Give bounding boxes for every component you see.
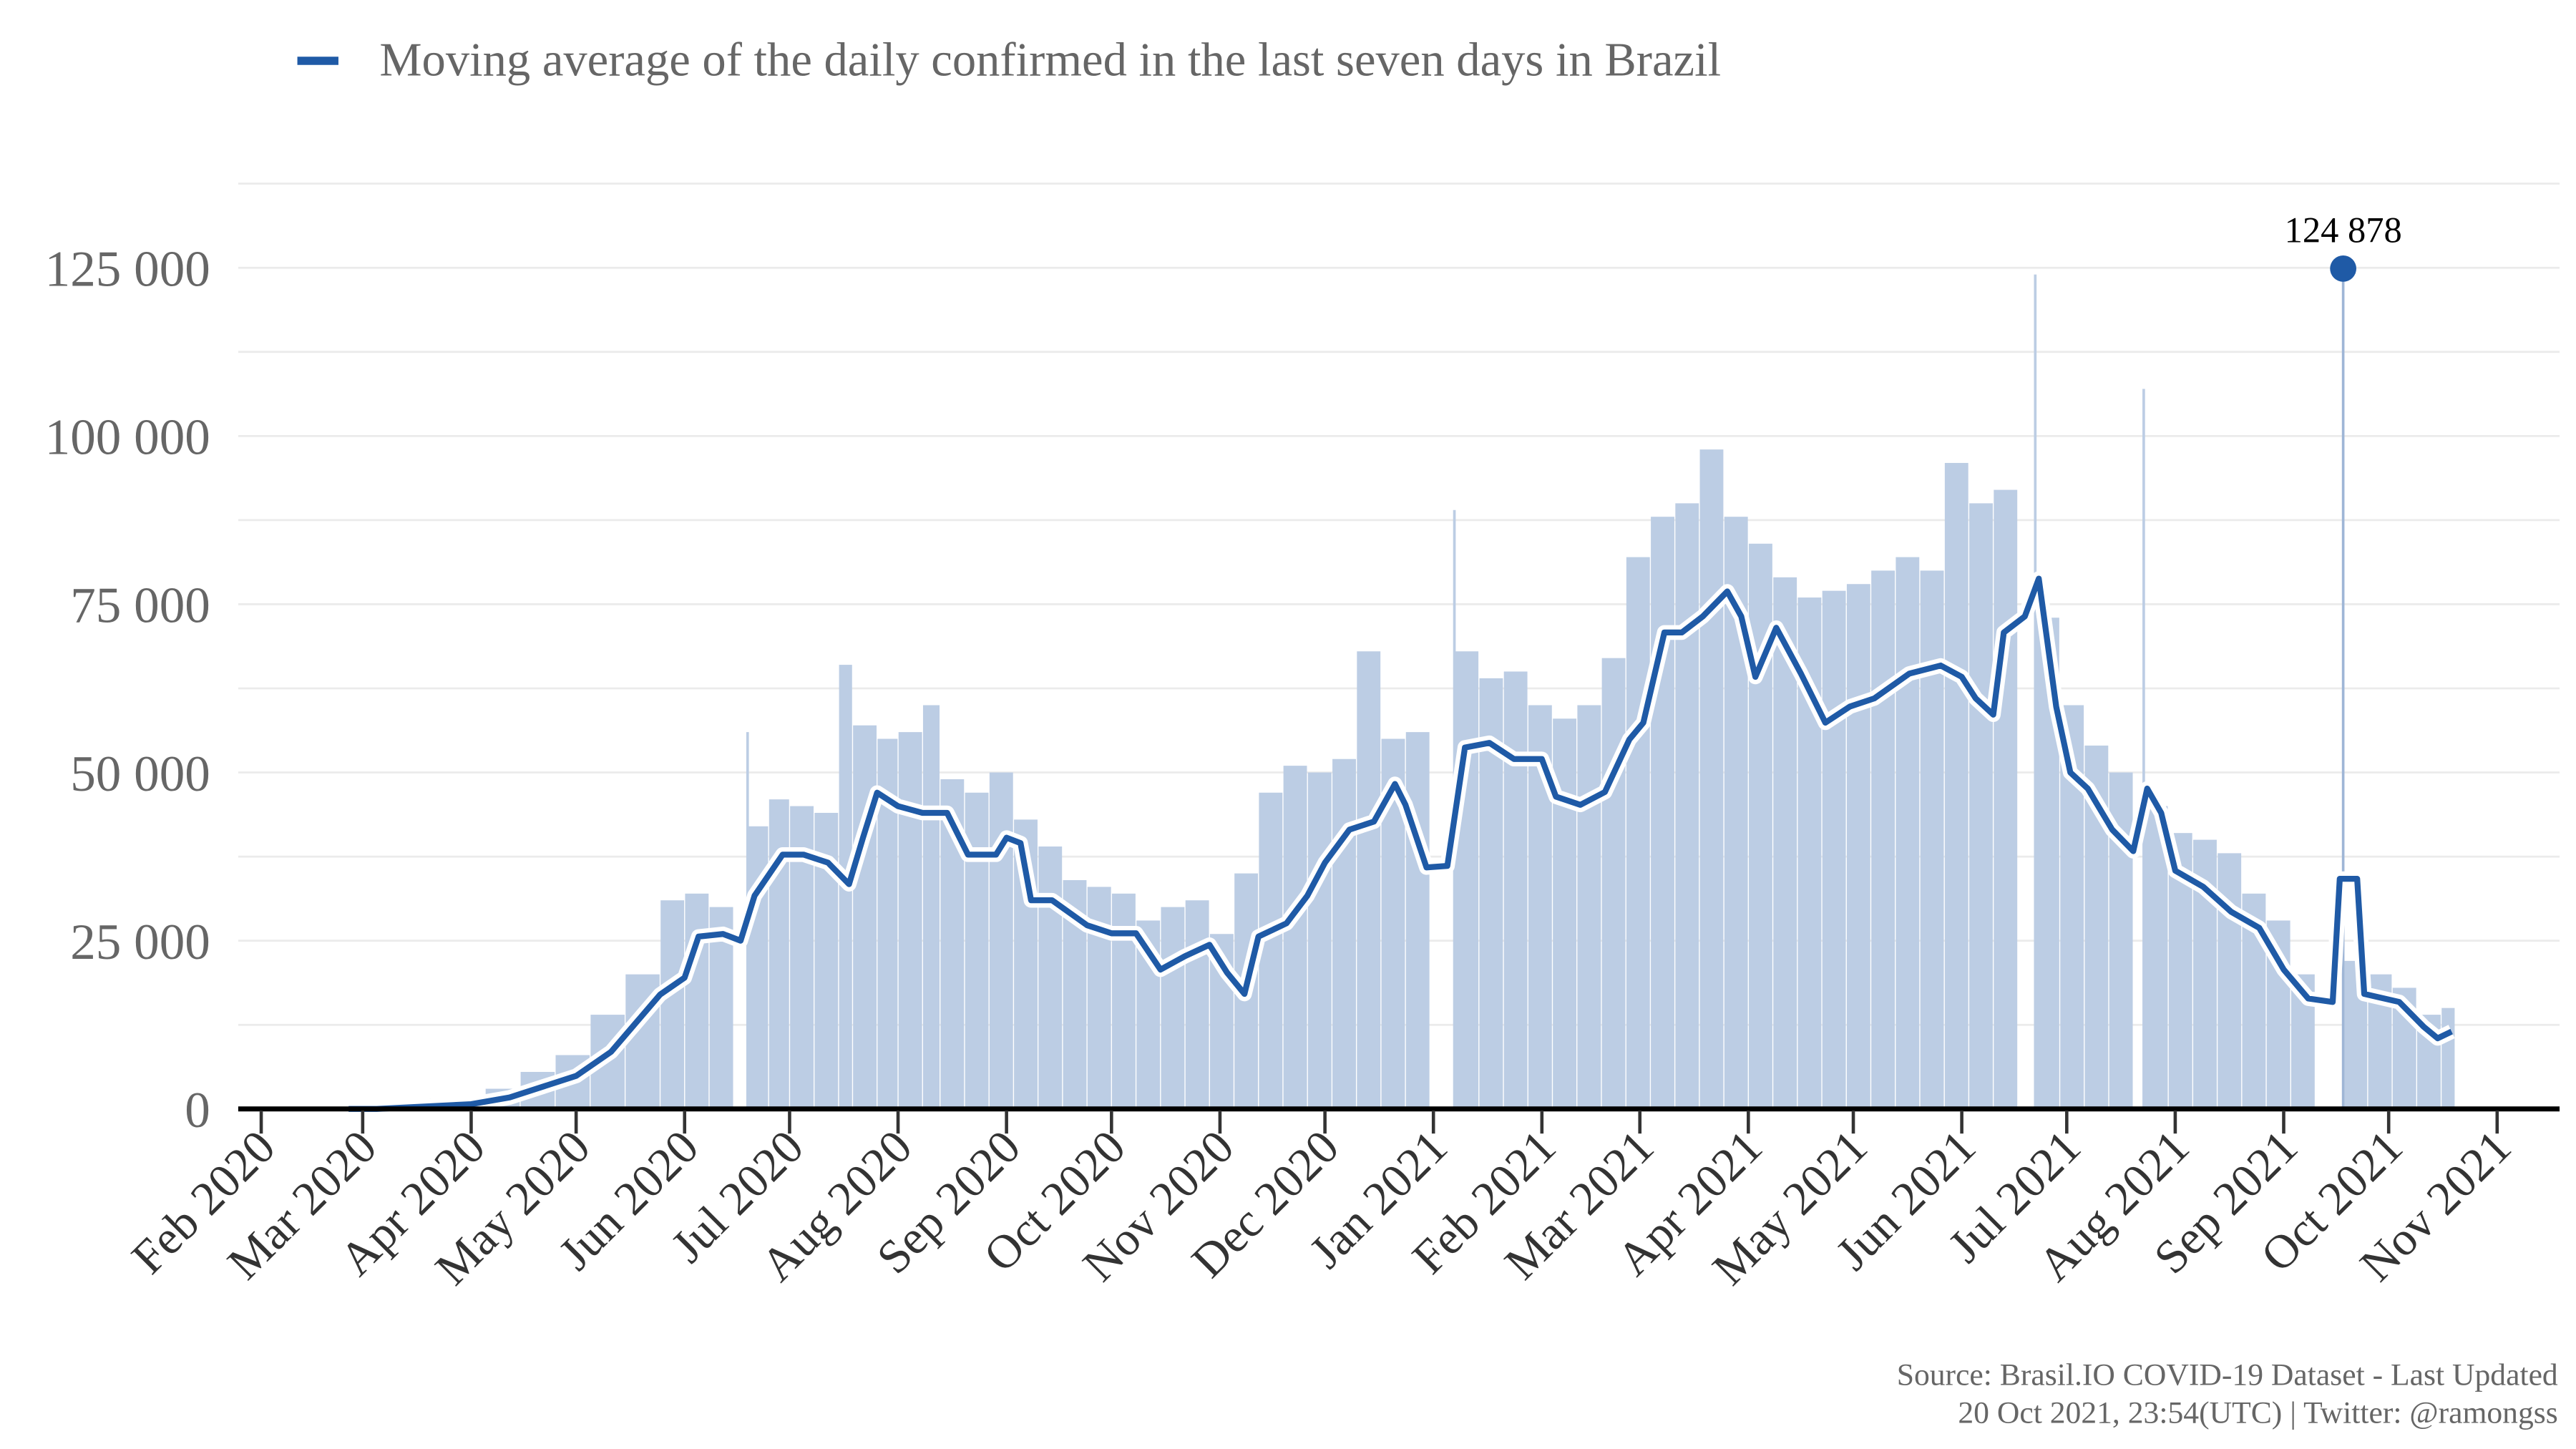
daily-bar bbox=[1112, 893, 1136, 1109]
daily-bar bbox=[1161, 907, 1185, 1109]
daily-bar bbox=[853, 725, 877, 1109]
daily-bar bbox=[1307, 772, 1332, 1109]
source-caption-line1: Source: Brasil.IO COVID-19 Dataset - Las… bbox=[1897, 1357, 2558, 1392]
legend-label: Moving average of the daily confirmed in… bbox=[379, 34, 1721, 87]
daily-bar bbox=[685, 893, 709, 1109]
y-tick-label: 25 000 bbox=[70, 914, 210, 970]
y-tick-label: 75 000 bbox=[70, 578, 210, 634]
daily-bar bbox=[1871, 570, 1896, 1109]
daily-bar bbox=[1185, 900, 1209, 1109]
daily-bar bbox=[922, 705, 940, 1109]
daily-bar bbox=[1601, 658, 1626, 1109]
y-tick-label: 100 000 bbox=[45, 410, 210, 466]
daily-bar bbox=[1332, 758, 1356, 1109]
daily-bar bbox=[1944, 462, 1968, 1109]
daily-bar bbox=[1283, 766, 1307, 1109]
daily-bar bbox=[769, 799, 789, 1109]
daily-bar bbox=[2218, 853, 2242, 1109]
daily-bar bbox=[660, 900, 685, 1109]
gridlines bbox=[238, 182, 2560, 1026]
daily-bar bbox=[1675, 503, 1699, 1109]
daily-bar bbox=[1626, 557, 1650, 1109]
daily-bar bbox=[1577, 705, 1601, 1109]
daily-bar bbox=[1920, 570, 1944, 1109]
daily-bar bbox=[2441, 1008, 2455, 1109]
daily-bars bbox=[423, 268, 2455, 1109]
daily-bar bbox=[898, 732, 922, 1109]
daily-bar bbox=[1357, 651, 1381, 1109]
daily-bar bbox=[1846, 584, 1870, 1109]
y-tick-label: 50 000 bbox=[70, 746, 210, 802]
daily-bar bbox=[1896, 557, 1920, 1109]
y-tick-label: 0 bbox=[185, 1083, 210, 1138]
y-axis-ticks: 0 25 000 50 000 75 000 100 000 125 000 bbox=[45, 241, 210, 1138]
annotation-label: 124 878 bbox=[2285, 210, 2402, 250]
daily-bar bbox=[1455, 651, 1479, 1109]
y-tick-label: 125 000 bbox=[45, 241, 210, 297]
daily-bar bbox=[1994, 489, 2018, 1109]
daily-bar bbox=[1969, 503, 1993, 1109]
daily-bar bbox=[1259, 792, 1283, 1109]
daily-bar bbox=[1822, 590, 1846, 1109]
legend: Moving average of the daily confirmed in… bbox=[297, 34, 1721, 87]
daily-bar bbox=[1651, 517, 1674, 1109]
daily-bar bbox=[989, 772, 1013, 1109]
moving-average-line bbox=[348, 575, 2453, 1112]
annotation-point bbox=[2330, 255, 2357, 282]
daily-bar bbox=[1699, 449, 1724, 1109]
daily-bar bbox=[1503, 671, 1528, 1109]
daily-bar bbox=[2144, 806, 2168, 1109]
daily-bar bbox=[1038, 846, 1063, 1109]
daily-bar bbox=[1405, 732, 1430, 1109]
daily-bar bbox=[2142, 389, 2145, 1109]
source-caption-line2: 20 Oct 2021, 23:54(UTC) | Twitter: @ramo… bbox=[1958, 1395, 2557, 1430]
max-annotation: 124 878 bbox=[2285, 210, 2402, 282]
daily-bar bbox=[2034, 274, 2037, 1109]
